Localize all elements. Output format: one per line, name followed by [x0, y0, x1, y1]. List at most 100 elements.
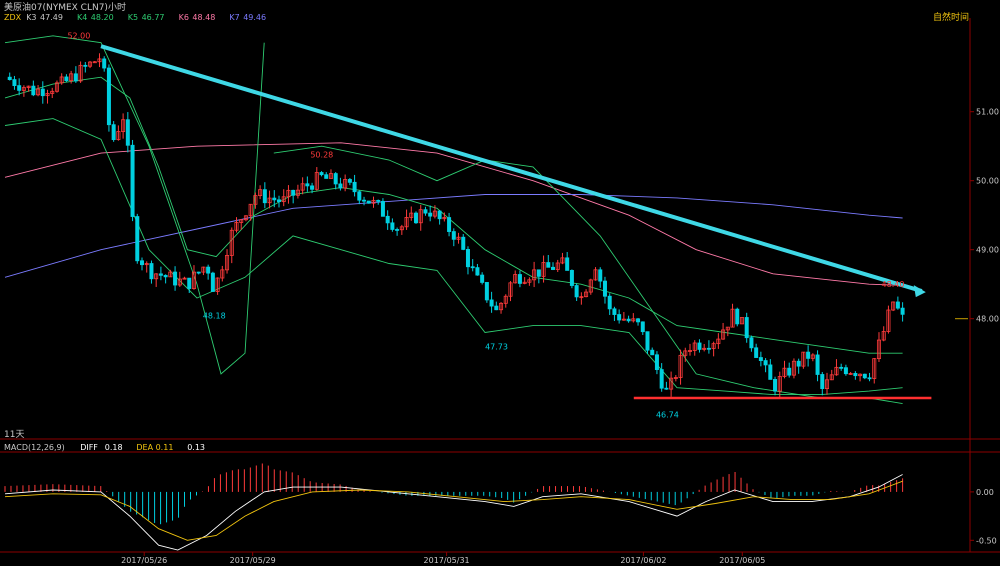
candle-body — [725, 326, 730, 331]
candle-body — [551, 266, 556, 270]
legend-value: 49.46 — [243, 13, 266, 22]
candle-body — [295, 189, 300, 196]
candle-body — [102, 58, 107, 69]
candle-body — [768, 364, 773, 380]
candle-body — [858, 373, 863, 377]
candle-body — [182, 277, 187, 280]
mode-label[interactable]: 自然时间 — [933, 11, 969, 23]
ma-line-k7 — [4, 194, 903, 278]
candle-body — [683, 350, 688, 356]
candle-body — [59, 76, 64, 84]
candle-body — [749, 337, 754, 349]
candle-body — [593, 269, 598, 281]
candle-body — [418, 209, 423, 224]
candle-body — [834, 366, 839, 376]
price-annotation: 48.18 — [203, 311, 226, 320]
candle-body — [721, 329, 726, 340]
candle-body — [659, 369, 664, 389]
candle-body — [390, 222, 395, 230]
candle-body — [584, 291, 589, 298]
y-tick-label: 48.00 — [976, 315, 999, 324]
candle-body — [399, 226, 404, 231]
candle-body — [702, 347, 707, 350]
candle-body — [125, 119, 130, 146]
candle-body — [404, 217, 409, 228]
candle-body — [579, 296, 584, 299]
candle-body — [234, 222, 239, 231]
candle-body — [588, 279, 593, 293]
candle-body — [801, 351, 806, 367]
ma-line-k4 — [4, 76, 903, 354]
candle-body — [872, 358, 877, 379]
candle-body — [83, 64, 88, 67]
candle-body — [173, 271, 178, 286]
candle-body — [673, 377, 678, 379]
candle-body — [40, 88, 45, 97]
x-tick-label: 2017/05/26 — [121, 556, 167, 565]
candle-body — [371, 199, 376, 204]
candle-body — [867, 377, 872, 380]
candle-body — [258, 189, 263, 197]
candle-body — [69, 73, 74, 82]
candle-body — [848, 373, 853, 375]
macd-diff-line — [4, 474, 903, 551]
candle-body — [763, 360, 768, 366]
candle-body — [121, 119, 126, 132]
candle-body — [328, 173, 333, 179]
candle-body — [357, 191, 362, 201]
candle-body — [324, 174, 329, 179]
candle-body — [839, 366, 844, 369]
candle-body — [414, 212, 419, 224]
candle-body — [754, 347, 759, 358]
candle-body — [196, 271, 201, 274]
candle-body — [338, 183, 343, 189]
legend-value: 0.11 — [156, 443, 174, 452]
price-annotation: 46.74 — [656, 411, 679, 420]
candle-body — [177, 278, 182, 286]
candle-body — [229, 229, 234, 256]
candle-body — [428, 212, 433, 217]
candle-body — [640, 321, 645, 333]
candle-body — [73, 73, 78, 82]
candle-body — [555, 262, 560, 270]
period-label: 11天 — [4, 430, 24, 440]
candle-body — [92, 61, 97, 64]
candle-body — [569, 270, 574, 286]
candle-body — [163, 274, 168, 278]
legend-value: 48.48 — [192, 13, 215, 22]
y-tick-label: 50.00 — [976, 177, 999, 186]
candle-body — [395, 229, 400, 231]
candle-body — [286, 189, 291, 198]
candle-body — [532, 269, 537, 281]
candle-body — [116, 131, 121, 141]
macd-dea-line — [4, 480, 903, 541]
candle-body — [347, 179, 352, 183]
candle-body — [484, 282, 489, 301]
ma-line-k5c — [4, 118, 903, 396]
candle-body — [773, 379, 778, 392]
candle-body — [130, 144, 135, 217]
candle-body — [366, 200, 371, 204]
candle-body — [423, 209, 428, 214]
candle-body — [895, 301, 900, 309]
candle-body — [409, 212, 414, 218]
candle-body — [281, 196, 286, 203]
legend-label: K3 — [26, 13, 36, 22]
candle-body — [862, 373, 867, 379]
candle-body — [560, 257, 565, 264]
candle-body — [796, 360, 801, 367]
legend-value: 47.49 — [40, 13, 63, 22]
legend-value: 0.13 — [187, 443, 205, 452]
candle-body — [154, 273, 159, 280]
candle-body — [352, 181, 357, 193]
candle-body — [385, 215, 390, 224]
candle-body — [191, 271, 196, 289]
candle-body — [239, 219, 244, 223]
candle-body — [602, 280, 607, 297]
candle-body — [513, 274, 518, 284]
ma-line-k5 — [4, 35, 265, 375]
price-annotation: 50.28 — [310, 150, 333, 159]
candle-body — [314, 172, 319, 190]
